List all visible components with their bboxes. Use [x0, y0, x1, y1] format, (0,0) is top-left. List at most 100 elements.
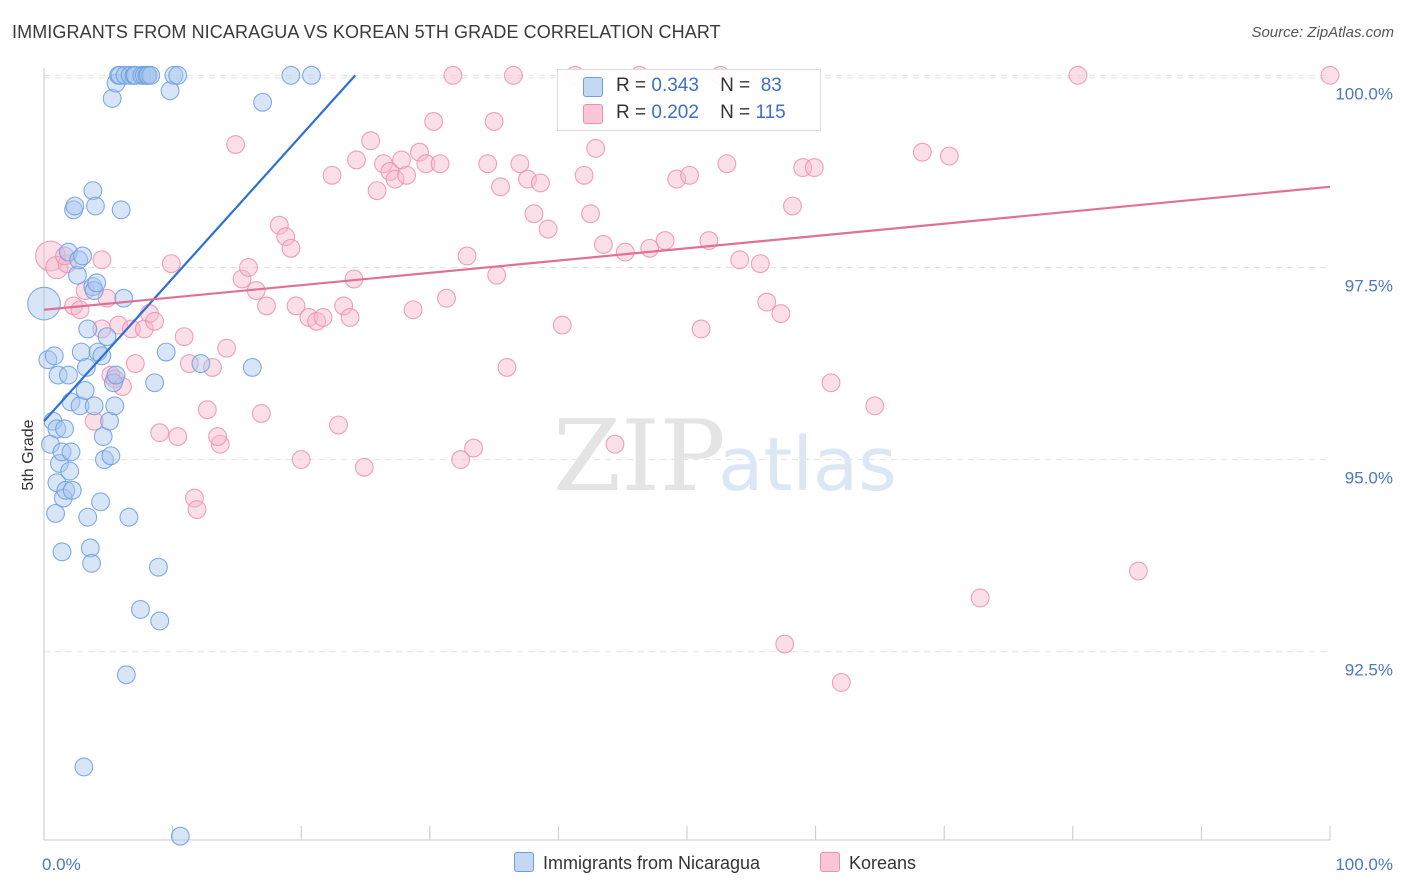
nicaragua-point: [145, 373, 165, 393]
nicaragua-point: [83, 181, 103, 201]
nicaragua-point: [60, 461, 80, 481]
korean-point: [775, 634, 795, 654]
korean-point: [912, 142, 932, 162]
y-tick-label: 97.5%: [1345, 276, 1393, 295]
korean-point: [538, 219, 558, 239]
korean-point: [487, 265, 507, 285]
nicaragua-point: [156, 342, 176, 362]
axes: [43, 68, 1331, 841]
korean-point: [347, 150, 366, 170]
nicaragua-point: [102, 88, 122, 108]
korean-point: [771, 304, 791, 324]
nicaragua-point: [73, 246, 93, 266]
nicaragua-point: [80, 538, 100, 558]
korean-point: [101, 365, 121, 385]
nicaragua-point: [47, 419, 67, 439]
watermark-zip: ZIP: [553, 400, 726, 514]
nicaragua-point: [97, 327, 117, 347]
korean-point: [437, 288, 456, 308]
korean-point: [145, 311, 165, 331]
korean-point: [497, 357, 517, 377]
koreans-trendline: [43, 185, 1331, 311]
nicaragua-point: [84, 281, 104, 300]
nicaragua-point: [170, 826, 190, 846]
korean-point: [530, 173, 550, 193]
korean-point: [367, 181, 387, 201]
nicaragua-point: [52, 542, 72, 562]
korean-point: [134, 319, 154, 339]
source-label: Source: ZipAtlas.com: [1251, 24, 1394, 41]
nicaragua-point: [67, 265, 87, 285]
nicaragua-point: [49, 454, 69, 473]
korean-point: [217, 338, 237, 358]
nicaragua-point: [69, 250, 89, 270]
nicaragua-point: [104, 373, 123, 393]
y-axis-label: 5th Grade: [20, 419, 37, 490]
nicaragua-point: [82, 553, 102, 573]
korean-point: [783, 196, 802, 216]
korean-point: [615, 242, 635, 262]
korean-point: [655, 231, 675, 251]
bottom-legend-swatch-blue: [514, 852, 534, 872]
nicaragua-point: [150, 611, 170, 631]
nicaragua-point: [100, 411, 120, 431]
korean-point: [831, 673, 851, 692]
korean-point: [416, 154, 436, 174]
korean-point: [804, 158, 824, 178]
stats-legend: R = 0.343 N = 83 R = 0.202 N = 115: [557, 69, 821, 131]
nicaragua-point: [116, 665, 136, 685]
korean-point: [385, 169, 405, 189]
korean-point: [239, 258, 258, 277]
korean-point: [552, 315, 572, 335]
korean-point: [397, 165, 417, 185]
korean-point: [970, 588, 990, 608]
nicaragua-point: [168, 65, 188, 85]
nicaragua-point: [62, 480, 82, 500]
korean-point: [717, 154, 737, 174]
korean-point: [92, 250, 112, 270]
nicaragua-point: [101, 446, 121, 466]
chart-title: IMMIGRANTS FROM NICARAGUA VS KOREAN 5TH …: [12, 22, 721, 42]
korean-point: [574, 165, 594, 185]
nicaragua-point: [76, 357, 96, 377]
korean-point: [524, 204, 544, 224]
legend-n-label: N =: [720, 102, 751, 123]
bottom-legend-nicaragua: Immigrants from Nicaragua: [514, 852, 760, 874]
nicaragua-point: [78, 507, 98, 527]
korean-point: [313, 307, 333, 327]
nicaragua-point: [114, 288, 134, 308]
watermark: ZIP atlas: [553, 400, 897, 514]
korean-point: [605, 434, 625, 454]
nicaragua-point: [242, 357, 262, 377]
bottom-legend-label-nicaragua: Immigrants from Nicaragua: [543, 853, 761, 873]
nicaragua-point: [281, 65, 301, 85]
korean-point: [70, 300, 90, 320]
nicaragua-point: [119, 507, 139, 527]
korean-point: [185, 488, 204, 508]
nicaragua-point: [191, 354, 211, 373]
korean-point: [354, 457, 374, 477]
nicaragua-point: [86, 196, 105, 216]
korean-point: [329, 415, 348, 435]
bottom-legend-koreans: Koreans: [820, 852, 916, 874]
nicaragua-points: [27, 65, 321, 846]
korean-point: [939, 146, 959, 166]
nicaragua-point: [48, 365, 68, 385]
korean-point: [691, 319, 711, 339]
y-tick-label: 92.5%: [1345, 661, 1393, 680]
korean-point: [334, 296, 354, 316]
legend-n-label: N =: [720, 75, 751, 96]
korean-point: [821, 373, 841, 393]
legend-n-pink: 115: [755, 102, 786, 123]
korean-point: [161, 254, 181, 274]
korean-point: [503, 65, 523, 85]
korean-point: [464, 438, 483, 458]
y-tick-label: 100.0%: [1335, 84, 1393, 103]
korean-point: [430, 154, 450, 174]
korean-point: [203, 357, 222, 377]
nicaragua-trendline: [43, 74, 357, 422]
nicaragua-point: [106, 365, 126, 385]
x-tick-label-max: 100.0%: [1335, 855, 1393, 874]
legend-swatch-pink: [583, 104, 603, 124]
